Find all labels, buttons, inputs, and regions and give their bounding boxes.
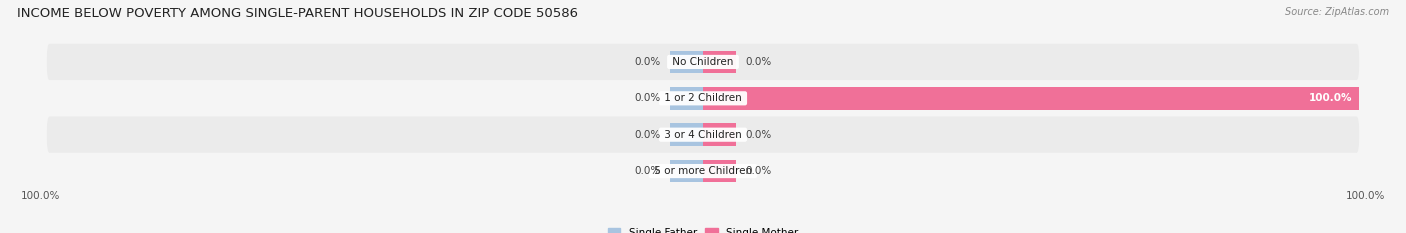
Bar xyxy=(703,160,735,182)
Bar xyxy=(671,87,703,110)
Text: 1 or 2 Children: 1 or 2 Children xyxy=(661,93,745,103)
Text: 0.0%: 0.0% xyxy=(634,93,661,103)
Text: 3 or 4 Children: 3 or 4 Children xyxy=(661,130,745,140)
Legend: Single Father, Single Mother: Single Father, Single Mother xyxy=(603,224,803,233)
Bar xyxy=(703,87,1360,110)
Text: 5 or more Children: 5 or more Children xyxy=(651,166,755,176)
FancyBboxPatch shape xyxy=(46,44,1360,80)
Bar xyxy=(671,51,703,73)
Text: 0.0%: 0.0% xyxy=(745,166,772,176)
Text: 0.0%: 0.0% xyxy=(745,130,772,140)
Bar xyxy=(703,51,735,73)
Bar xyxy=(703,123,735,146)
Text: No Children: No Children xyxy=(669,57,737,67)
FancyBboxPatch shape xyxy=(46,153,1360,189)
Text: 100.0%: 100.0% xyxy=(1309,93,1353,103)
FancyBboxPatch shape xyxy=(46,80,1360,116)
Text: 0.0%: 0.0% xyxy=(634,57,661,67)
Text: 0.0%: 0.0% xyxy=(745,57,772,67)
Bar xyxy=(671,160,703,182)
Bar xyxy=(671,123,703,146)
Text: Source: ZipAtlas.com: Source: ZipAtlas.com xyxy=(1285,7,1389,17)
Text: INCOME BELOW POVERTY AMONG SINGLE-PARENT HOUSEHOLDS IN ZIP CODE 50586: INCOME BELOW POVERTY AMONG SINGLE-PARENT… xyxy=(17,7,578,20)
FancyBboxPatch shape xyxy=(46,116,1360,153)
Text: 0.0%: 0.0% xyxy=(634,166,661,176)
Text: 100.0%: 100.0% xyxy=(1346,191,1385,201)
Text: 0.0%: 0.0% xyxy=(634,130,661,140)
Text: 100.0%: 100.0% xyxy=(21,191,60,201)
